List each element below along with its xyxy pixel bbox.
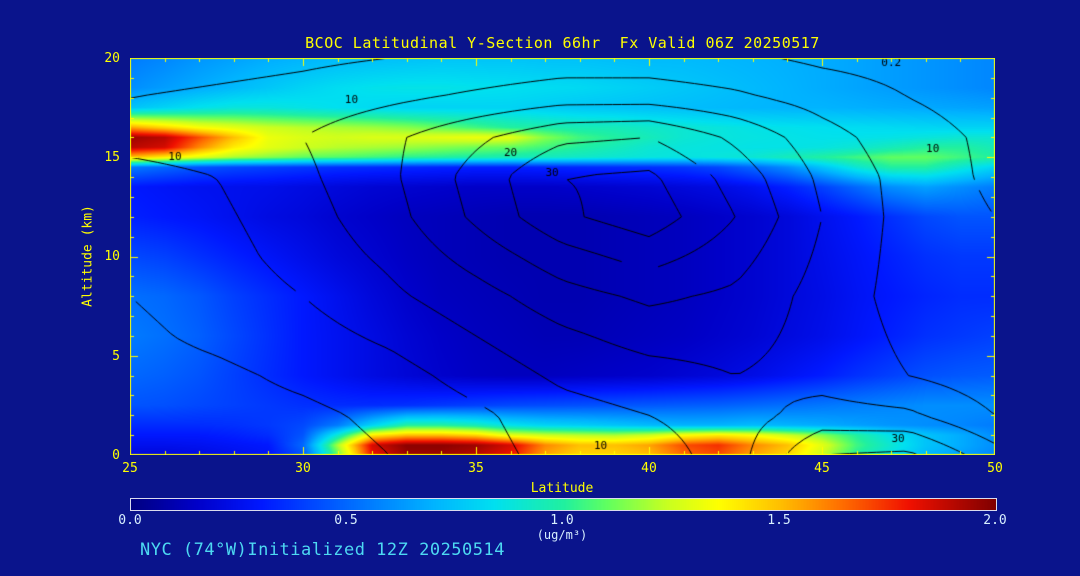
y-tick-label: 0 xyxy=(112,448,120,463)
y-tick-label: 15 xyxy=(104,150,120,165)
y-tick-label: 10 xyxy=(104,249,120,264)
x-tick-label: 50 xyxy=(987,461,1003,476)
colorbar-tick-label: 0.0 xyxy=(118,513,142,528)
model-init-label: NYC (74°W)Initialized 12Z 20250514 xyxy=(140,540,505,560)
colorbar-tick-label: 0.5 xyxy=(334,513,358,528)
x-tick-label: 35 xyxy=(468,461,484,476)
colorbar-tick-label: 1.0 xyxy=(550,513,574,528)
x-axis-title: Latitude xyxy=(530,481,594,496)
x-tick-label: 25 xyxy=(122,461,138,476)
colorbar-tick-label: 2.0 xyxy=(983,513,1007,528)
x-tick-label: 40 xyxy=(641,461,657,476)
y-tick-label: 5 xyxy=(112,349,120,364)
colorbar-unit-label: (ug/m³) xyxy=(536,528,588,542)
y-tick-label: 20 xyxy=(104,51,120,66)
colorbar-tick-label: 1.5 xyxy=(767,513,791,528)
cross-section-plot xyxy=(130,58,995,455)
x-tick-label: 30 xyxy=(295,461,311,476)
x-tick-label: 45 xyxy=(814,461,830,476)
colorbar xyxy=(130,498,997,511)
chart-title: BCOC Latitudinal Y-Section 66hr Fx Valid… xyxy=(305,34,820,52)
